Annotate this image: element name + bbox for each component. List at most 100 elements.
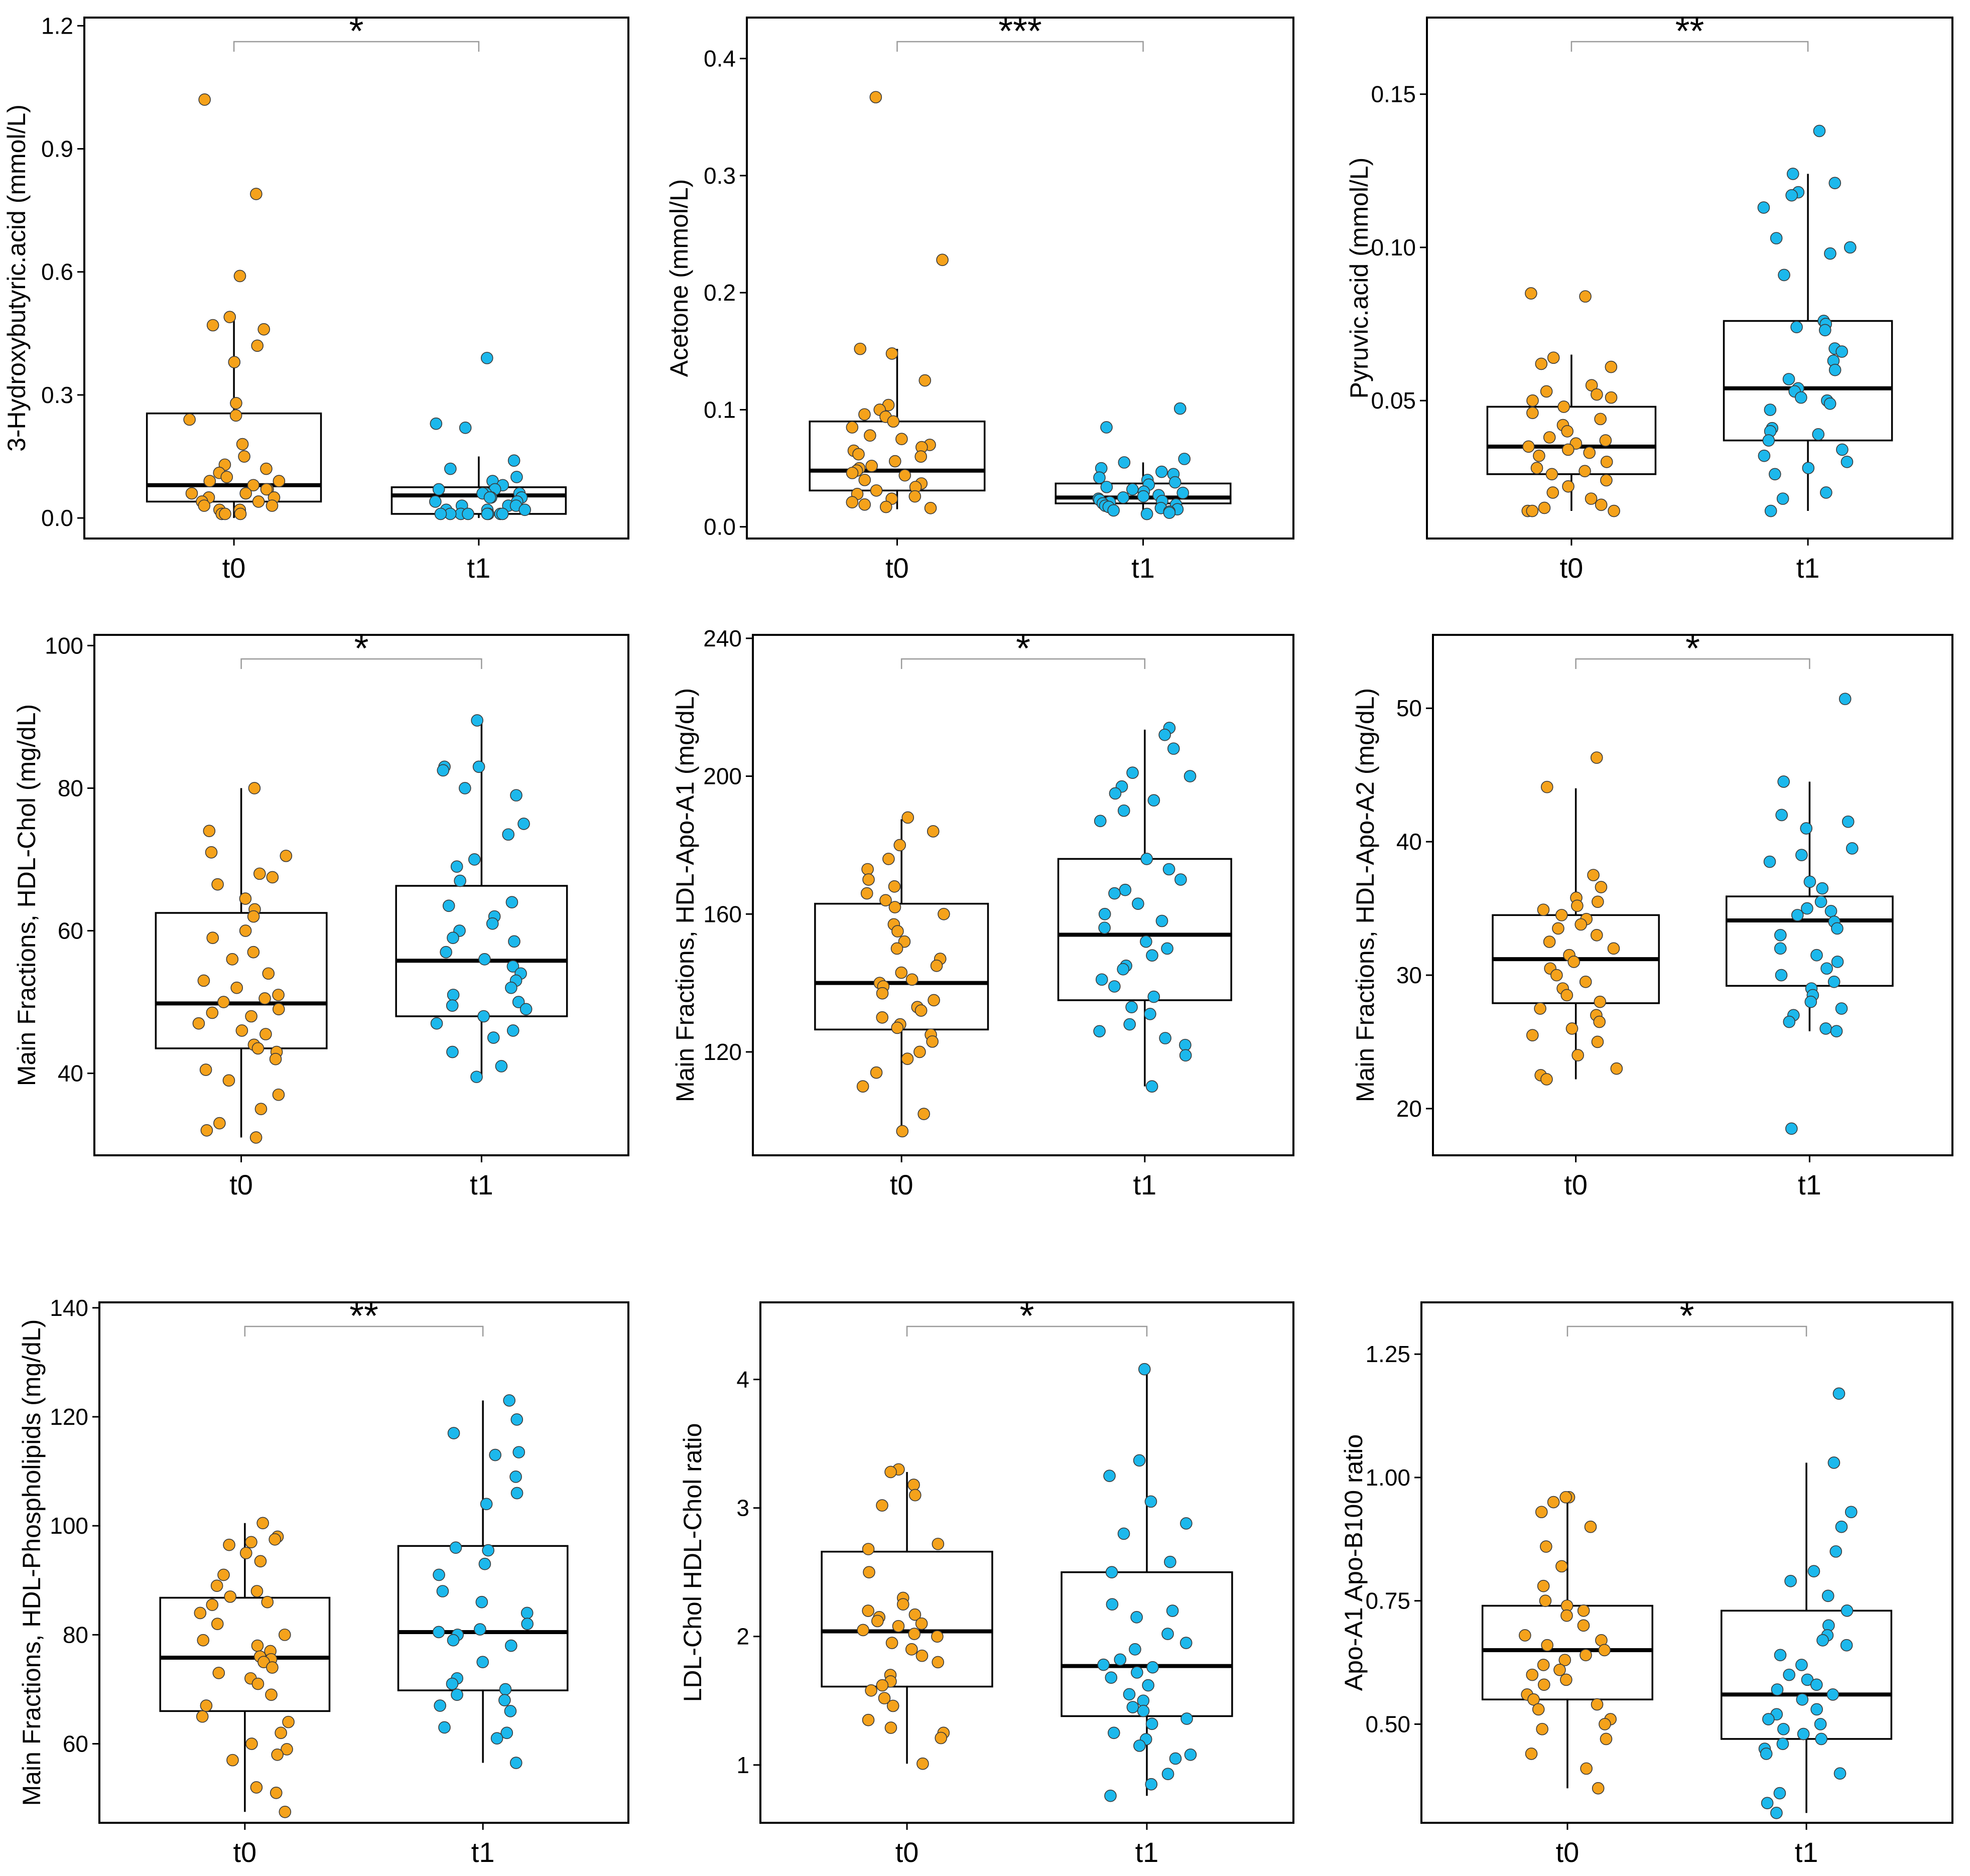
significance-stars: * <box>1016 627 1030 669</box>
data-point-t1 <box>1823 397 1836 410</box>
x-tick-label-t1: t1 <box>471 1836 495 1868</box>
y-axis-label: Pyruvic.acid (mmol/L) <box>1345 158 1373 399</box>
data-point-t0 <box>230 396 242 410</box>
data-point-t0 <box>245 1737 258 1750</box>
y-tick-label: 0.9 <box>41 136 73 162</box>
data-point-t0 <box>870 1066 883 1079</box>
y-tick-label: 0.2 <box>704 280 736 306</box>
data-point-t0 <box>205 846 218 859</box>
data-point-t1 <box>1107 504 1120 517</box>
data-point-t0 <box>1595 498 1608 511</box>
data-point-t0 <box>266 499 279 512</box>
data-point-t0 <box>1535 1506 1548 1519</box>
data-point-t0 <box>1555 909 1568 921</box>
data-point-t0 <box>239 1547 252 1559</box>
data-point-t1 <box>1123 1018 1136 1031</box>
data-point-t0 <box>854 342 867 355</box>
y-tick-label: 40 <box>1396 829 1422 855</box>
data-point-t1 <box>1770 232 1783 244</box>
data-point-t0 <box>192 1017 205 1030</box>
data-point-t1 <box>510 471 523 483</box>
data-point-t1 <box>459 422 472 434</box>
data-point-t1 <box>476 1656 489 1668</box>
data-point-t0 <box>198 93 211 106</box>
data-point-t1 <box>447 931 459 945</box>
data-point-t0 <box>858 474 871 486</box>
data-point-t0 <box>198 499 211 512</box>
box-t0 <box>146 412 322 503</box>
data-point-t1 <box>486 917 499 930</box>
data-point-t0 <box>1600 474 1613 487</box>
data-point-t1 <box>512 996 525 1008</box>
data-point-t1 <box>432 1626 445 1639</box>
data-point-t0 <box>932 1656 944 1669</box>
data-point-t1 <box>1132 897 1144 910</box>
data-point-t1 <box>1146 1661 1159 1674</box>
data-point-t1 <box>1810 1678 1823 1691</box>
significance-bracket <box>896 41 1144 52</box>
data-point-t0 <box>891 925 904 937</box>
data-point-t0 <box>200 1699 213 1712</box>
data-point-t0 <box>918 374 932 387</box>
data-point-t0 <box>1579 976 1592 988</box>
y-tick-label: 0.4 <box>704 46 736 72</box>
y-tick-label: 30 <box>1396 962 1422 988</box>
data-point-t1 <box>506 960 519 973</box>
data-point-t1 <box>447 1427 460 1439</box>
data-point-t0 <box>278 1629 291 1641</box>
data-point-t0 <box>1543 431 1556 444</box>
data-point-t1 <box>475 1595 488 1609</box>
data-point-t0 <box>887 415 900 428</box>
data-point-t1 <box>1167 742 1180 755</box>
x-tick-label-t0: t0 <box>222 552 246 584</box>
data-point-t1 <box>1161 942 1173 955</box>
data-point-t0 <box>247 910 260 923</box>
data-point-t1 <box>430 1017 443 1030</box>
data-point-t1 <box>434 507 447 520</box>
data-point-t0 <box>1561 443 1574 456</box>
data-point-t0 <box>1540 1540 1552 1553</box>
data-point-t0 <box>281 1743 293 1756</box>
data-point-t0 <box>876 1679 889 1692</box>
data-point-t0 <box>1557 400 1570 413</box>
data-point-t1 <box>1761 1797 1774 1809</box>
data-point-t0 <box>1590 751 1603 764</box>
data-point-t1 <box>517 818 530 830</box>
data-point-t1 <box>468 853 481 866</box>
data-point-t1 <box>1097 1658 1110 1671</box>
data-point-t0 <box>901 1052 914 1065</box>
data-point-t1 <box>1163 506 1176 519</box>
data-point-t0 <box>931 1630 944 1643</box>
y-tick-label: 80 <box>58 775 83 801</box>
data-point-t0 <box>258 992 271 1005</box>
data-point-t0 <box>1593 1015 1606 1028</box>
data-point-t1 <box>1819 1022 1832 1035</box>
data-point-t0 <box>1592 1782 1605 1795</box>
data-point-t0 <box>266 1661 279 1674</box>
data-point-t0 <box>1519 1629 1531 1642</box>
data-point-t0 <box>895 433 908 446</box>
y-axis-label: Main Fractions, HDL-Chol (mg/dL) <box>13 704 41 1086</box>
data-point-t1 <box>432 483 445 496</box>
data-point-t0 <box>1599 1718 1611 1730</box>
data-point-t0 <box>914 1004 928 1017</box>
data-point-t1 <box>1816 882 1829 895</box>
data-point-t0 <box>936 253 949 266</box>
data-point-t1 <box>1118 456 1131 469</box>
data-point-t0 <box>251 1042 265 1055</box>
data-point-t0 <box>271 1748 284 1761</box>
data-point-t1 <box>462 507 474 520</box>
data-point-t0 <box>251 1639 264 1652</box>
data-point-t0 <box>1535 357 1548 370</box>
data-point-t0 <box>250 1781 263 1794</box>
data-point-t0 <box>197 1634 210 1647</box>
data-point-t1 <box>1812 428 1825 441</box>
data-point-t0 <box>239 487 252 500</box>
data-point-t1 <box>499 1683 512 1696</box>
data-point-t0 <box>1590 928 1603 942</box>
data-point-t1 <box>1762 1713 1775 1725</box>
data-point-t0 <box>262 967 275 980</box>
data-point-t0 <box>220 471 233 483</box>
data-point-t0 <box>915 1617 928 1630</box>
data-point-t1 <box>433 1568 445 1581</box>
